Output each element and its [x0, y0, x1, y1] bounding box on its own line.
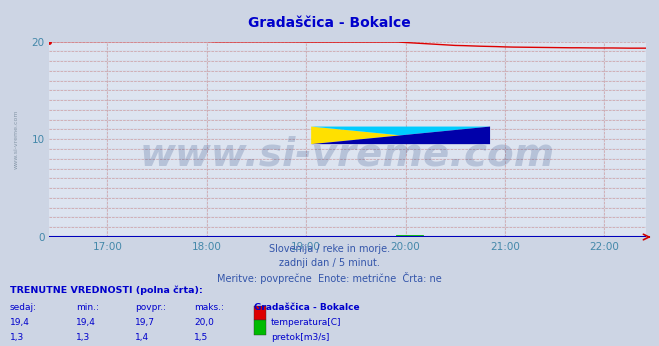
Text: sedaj:: sedaj:	[10, 303, 37, 312]
Text: Gradaščica - Bokalce: Gradaščica - Bokalce	[248, 16, 411, 29]
Text: Slovenija / reke in morje.: Slovenija / reke in morje.	[269, 244, 390, 254]
Text: 1,4: 1,4	[135, 333, 149, 342]
Text: maks.:: maks.:	[194, 303, 224, 312]
Text: Gradaščica - Bokalce: Gradaščica - Bokalce	[254, 303, 359, 312]
Text: 1,3: 1,3	[76, 333, 90, 342]
Text: Meritve: povprečne  Enote: metrične  Črta: ne: Meritve: povprečne Enote: metrične Črta:…	[217, 272, 442, 284]
Text: 19,4: 19,4	[10, 318, 30, 327]
Text: www.si-vreme.com: www.si-vreme.com	[140, 136, 556, 174]
Text: temperatura[C]: temperatura[C]	[271, 318, 341, 327]
Text: 19,7: 19,7	[135, 318, 155, 327]
Text: 1,5: 1,5	[194, 333, 209, 342]
Text: TRENUTNE VREDNOSTI (polna črta):: TRENUTNE VREDNOSTI (polna črta):	[10, 285, 202, 295]
Polygon shape	[311, 127, 490, 144]
Text: povpr.:: povpr.:	[135, 303, 166, 312]
Text: min.:: min.:	[76, 303, 99, 312]
Polygon shape	[311, 127, 490, 135]
Text: 19,4: 19,4	[76, 318, 96, 327]
Text: www.si-vreme.com: www.si-vreme.com	[14, 110, 19, 169]
Text: pretok[m3/s]: pretok[m3/s]	[271, 333, 330, 342]
Text: 1,3: 1,3	[10, 333, 24, 342]
Text: zadnji dan / 5 minut.: zadnji dan / 5 minut.	[279, 258, 380, 268]
Polygon shape	[311, 127, 401, 144]
Text: 20,0: 20,0	[194, 318, 214, 327]
